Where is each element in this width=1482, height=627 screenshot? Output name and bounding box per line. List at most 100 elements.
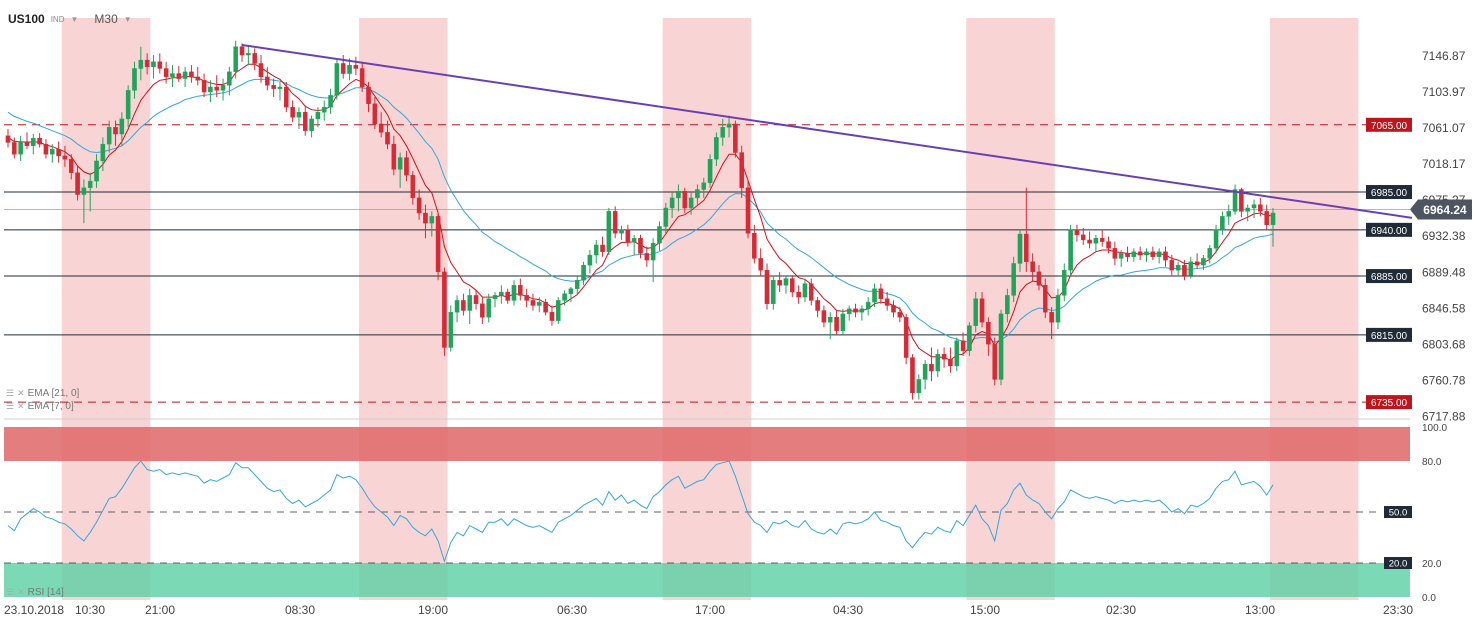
candle-body (707, 159, 713, 183)
candle (220, 78, 226, 101)
candle-body (410, 175, 416, 199)
candle-body (593, 244, 599, 256)
candle (1194, 253, 1200, 269)
candle-body (1061, 269, 1067, 296)
candle-body (347, 64, 352, 74)
candle-body (132, 68, 137, 91)
candle (1251, 199, 1257, 219)
candle (397, 152, 403, 188)
candle-body (834, 317, 839, 331)
menu-icon[interactable]: ☰ (6, 388, 15, 398)
close-icon[interactable]: ✕ (17, 587, 25, 597)
candle (246, 46, 251, 66)
candle-body (170, 73, 175, 78)
symbol-label[interactable]: US100 (8, 12, 45, 26)
indicator-label: RSI [14] (27, 587, 64, 598)
candle (929, 347, 934, 382)
candle-body (302, 111, 308, 131)
candle (771, 275, 776, 310)
candle (948, 347, 953, 373)
candle (18, 135, 23, 161)
price-levels (4, 124, 1410, 403)
candle-body (473, 295, 479, 304)
level-labels[interactable]: 7065.00 6985.00 6940.00 6885.00 6815.00 6735.… (1366, 117, 1472, 570)
candle-body (62, 155, 68, 160)
chevron-down-icon[interactable]: ▼ (123, 14, 132, 24)
candle (385, 120, 390, 150)
time-tick-label: 17:00 (695, 603, 725, 617)
candle-body (1201, 258, 1206, 266)
candle (555, 297, 561, 324)
candle (347, 58, 352, 81)
candle (537, 297, 542, 313)
rsi-tick-label: 0.0 (1422, 593, 1436, 604)
rsi-line (4, 418, 1410, 563)
candle-body (321, 106, 327, 113)
candle-body (1005, 295, 1010, 315)
candle (233, 40, 238, 79)
rsi-tick-label: 80.0 (1422, 457, 1442, 468)
candle-body (284, 86, 289, 108)
candle (967, 322, 972, 356)
menu-icon[interactable]: ☰ (6, 587, 15, 597)
candle-body (638, 238, 643, 254)
menu-icon[interactable]: ☰ (6, 401, 15, 411)
timeframe-selector[interactable]: M30 (94, 12, 118, 26)
candle-body (1024, 233, 1029, 262)
candle-body (353, 64, 359, 69)
candle-body (600, 244, 605, 252)
time-tick-label: 08:30 (285, 603, 315, 617)
indicator-ema-slow[interactable]: ☰ ✕ EMA [21, 0] (6, 388, 79, 399)
price-tick-label: 7018.17 (1422, 157, 1466, 171)
candle (960, 332, 966, 356)
candle (650, 238, 656, 282)
candle-body (296, 111, 302, 118)
candle-body (979, 298, 985, 323)
candle (43, 139, 49, 159)
candle (372, 97, 378, 130)
candle (182, 66, 188, 87)
level-label-bg (1366, 117, 1412, 132)
candle (416, 189, 422, 220)
indicator-rsi[interactable]: ☰ ✕ RSI [14] (6, 587, 64, 598)
candle-body (524, 295, 529, 301)
candle (1188, 256, 1194, 279)
close-icon[interactable]: ✕ (17, 401, 25, 411)
close-icon[interactable]: ✕ (17, 388, 25, 398)
candle-body (960, 340, 966, 352)
candle (1068, 224, 1073, 277)
candle-body (884, 298, 890, 306)
candle (524, 288, 529, 308)
candle (359, 61, 365, 93)
candle-body (454, 300, 460, 313)
candle-body (18, 141, 23, 155)
candle (815, 297, 820, 318)
candle-body (865, 301, 871, 310)
candle (612, 206, 618, 239)
candle (1112, 241, 1118, 266)
candle (878, 283, 884, 304)
candle (916, 374, 922, 400)
candle-body (771, 280, 776, 304)
candle (1182, 260, 1187, 281)
candle (682, 187, 688, 214)
candle-body (467, 295, 473, 311)
candle-body (239, 46, 245, 56)
candle-body (650, 243, 656, 261)
indicator-ema-fast[interactable]: ☰ ✕ EMA [7, 0] (6, 401, 74, 412)
ema-slow-line (7, 78, 1274, 343)
candle-body (790, 278, 795, 293)
candle-body (233, 46, 238, 73)
candle (321, 100, 327, 121)
rsi-line (7, 460, 1274, 563)
candle (549, 305, 555, 326)
candle (138, 46, 144, 81)
indicator-label: EMA [21, 0] (27, 388, 80, 399)
candle-body (151, 61, 156, 68)
candle-body (954, 340, 960, 367)
candle (802, 278, 808, 303)
chevron-down-icon[interactable]: ▼ (70, 14, 79, 24)
trendline[interactable] (241, 43, 1413, 219)
price-tick-label: 7146.87 (1422, 49, 1466, 63)
